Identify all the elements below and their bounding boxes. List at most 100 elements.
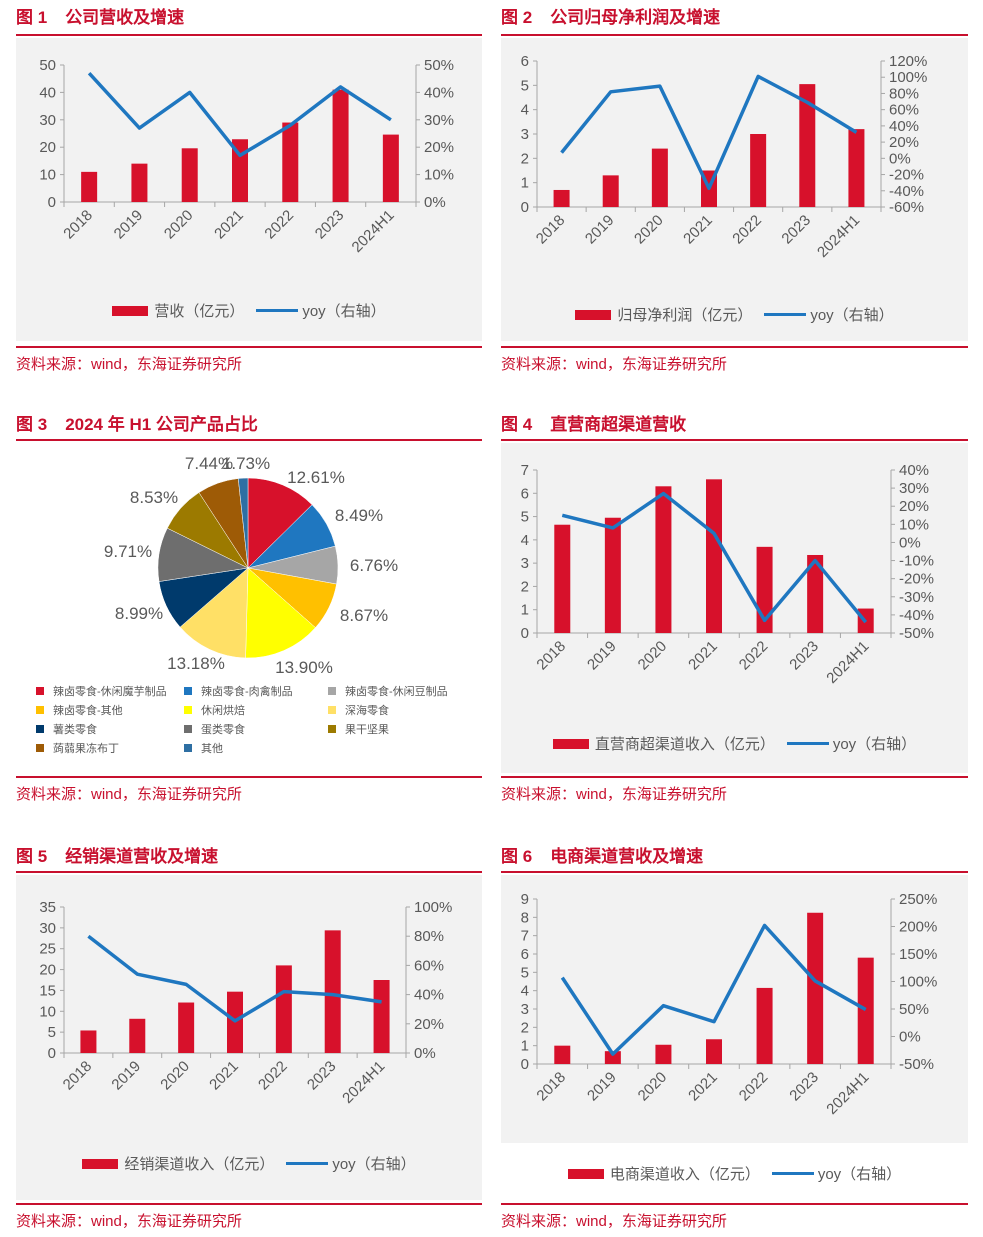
bar-2019	[131, 163, 148, 202]
title-rule	[501, 34, 968, 36]
source-rule	[501, 346, 968, 348]
source-rule	[16, 1203, 482, 1205]
left-tick-label: 50	[39, 57, 56, 74]
bar-2024H1	[382, 134, 399, 202]
bar-2022	[750, 134, 767, 207]
source-rule	[16, 776, 482, 778]
combo-chart: 0 1 2 3 4 5 6 7 -50%-40%-30%-20%-10% 0%10%20%30%4…	[521, 462, 934, 687]
pie-slice-5	[245, 567, 316, 659]
figure-number: 图 3	[16, 415, 48, 434]
legend-label: 辣卤零食-肉禽制品	[201, 686, 293, 698]
left-tick-label: 2	[521, 1019, 529, 1036]
x-tick-label: 2022	[729, 212, 765, 248]
right-tick-label: 20%	[899, 498, 929, 515]
legend-swatch	[36, 725, 44, 733]
chart-legend: 直营商超渠道收入（亿元） yoy（右轴）	[501, 733, 968, 754]
bar-legend-label: 营收（亿元）	[154, 303, 245, 320]
line-legend-swatch	[256, 309, 299, 312]
legend-swatch	[36, 687, 44, 695]
left-tick-label: 3	[521, 126, 529, 143]
right-tick-label: 0%	[424, 194, 446, 211]
left-tick-label: 7	[521, 928, 529, 945]
right-tick-label: -60%	[889, 199, 924, 216]
legend-swatch	[184, 687, 192, 695]
figure-1-panel: 图 1 公司营收及增速 0 10 20 30 40 50 0% 10% 20% 30% 40% 50% 2…	[16, 4, 482, 374]
bar-2022	[756, 987, 773, 1064]
bar-2022	[282, 122, 299, 202]
right-tick-label: 120%	[889, 53, 927, 70]
left-tick-label: 40	[39, 84, 56, 101]
bar-2023	[807, 912, 824, 1064]
x-tick-label: 2022	[261, 207, 297, 243]
right-tick-label: -40%	[889, 183, 924, 200]
x-tick-label: 2019	[584, 1069, 620, 1105]
left-tick-label: 3	[521, 1001, 529, 1018]
pie-legend-item: 其他	[184, 740, 223, 756]
right-tick-label: -10%	[899, 553, 934, 570]
pie-slice-label: 9.71%	[104, 542, 152, 561]
legend-label: 其他	[201, 743, 223, 755]
right-tick-label: 30%	[424, 112, 454, 129]
title-rule	[16, 871, 482, 873]
bar-2018	[554, 524, 571, 633]
right-tick-label: 40%	[424, 84, 454, 101]
bar-2023	[324, 930, 341, 1053]
bar-legend-label: 归母净利润（亿元）	[617, 307, 753, 324]
pie-slice-6	[179, 567, 249, 659]
left-tick-label: 20	[39, 962, 56, 979]
left-tick-label: 5	[521, 77, 529, 94]
left-tick-label: 5	[521, 964, 529, 981]
x-tick-label: 2021	[211, 207, 247, 243]
bar-2022	[275, 965, 292, 1053]
x-tick-label: 2019	[108, 1058, 144, 1094]
source-rule	[16, 346, 482, 348]
combo-chart: 0 10 20 30 40 50 0% 10% 20% 30% 40% 50% 2018 2019 2020…	[39, 57, 454, 256]
right-tick-label: 0%	[414, 1045, 436, 1062]
figure-number: 图 1	[16, 8, 48, 27]
right-tick-label: 10%	[899, 516, 929, 533]
line-legend-label: yoy（右轴）	[302, 303, 386, 320]
x-tick-label: 2023	[312, 207, 348, 243]
pie-legend-item: 深海零食	[328, 702, 389, 718]
pie-legend-item: 蛋类零食	[184, 721, 245, 737]
left-tick-label: 1	[521, 602, 529, 619]
figure-number: 图 4	[501, 415, 533, 434]
chart-legend: 经销渠道收入（亿元） yoy（右轴）	[16, 1153, 482, 1174]
left-tick-label: 1	[521, 1038, 529, 1055]
legend-swatch	[184, 725, 192, 733]
x-tick-label: 2020	[635, 638, 671, 674]
left-tick-label: 25	[39, 941, 56, 958]
right-tick-label: -50%	[899, 1056, 934, 1073]
pie-slice-11	[237, 477, 249, 569]
left-tick-label: 9	[521, 891, 529, 908]
left-tick-label: 3	[521, 555, 529, 572]
figure-3-panel: 图 3 2024 年 H1 公司产品占比 12.61% 8.49% 6.76% 8.67…	[16, 411, 482, 806]
bar-legend-swatch	[575, 309, 612, 320]
x-tick-label: 2019	[584, 638, 620, 674]
x-tick-label: 2019	[111, 207, 147, 243]
line-legend-swatch	[764, 313, 807, 316]
bar-2018	[554, 1045, 571, 1064]
right-tick-label: -20%	[889, 167, 924, 184]
left-tick-label: 8	[521, 909, 529, 926]
x-tick-label: 2024H1	[814, 212, 863, 261]
pie-slice-label: 8.99%	[115, 604, 163, 623]
right-tick-label: 0%	[899, 1029, 921, 1046]
bar-2019	[602, 175, 619, 207]
legend-swatch	[36, 744, 44, 752]
right-tick-label: 200%	[899, 919, 937, 936]
pie-legend-item: 辣卤零食-休闲豆制品	[328, 683, 448, 699]
x-tick-label: 2018	[60, 1058, 96, 1094]
right-tick-label: 20%	[414, 1016, 444, 1033]
right-tick-label: 100%	[889, 69, 927, 86]
x-tick-label: 2024H1	[339, 1058, 388, 1107]
right-tick-label: 80%	[889, 85, 919, 102]
bar-legend-swatch	[567, 1168, 604, 1179]
source-note: 资料来源：wind，东海证券研究所	[16, 356, 242, 373]
left-tick-label: 0	[521, 199, 529, 216]
legend-label: 辣卤零食-休闲魔芋制品	[53, 686, 167, 698]
left-tick-label: 30	[39, 920, 56, 937]
figure-title-text: 电商渠道营收及增速	[550, 847, 704, 866]
right-tick-label: 250%	[899, 891, 937, 908]
left-tick-label: 6	[521, 485, 529, 502]
